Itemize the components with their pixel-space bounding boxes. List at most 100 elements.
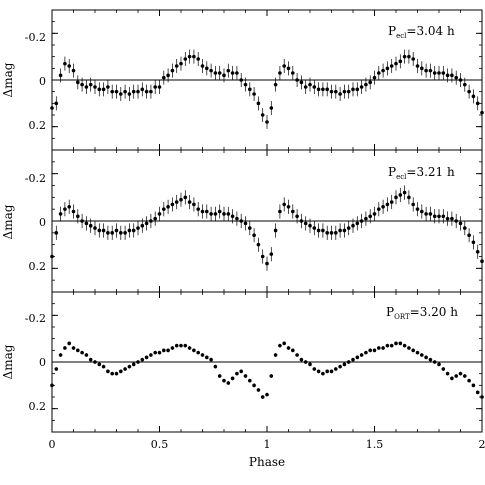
data-point <box>153 216 157 221</box>
data-point <box>428 68 433 73</box>
data-point <box>140 87 145 92</box>
data-point <box>205 66 209 71</box>
data-point <box>54 231 59 235</box>
data-point <box>213 364 218 369</box>
data-point <box>67 64 71 68</box>
data-point <box>359 219 364 223</box>
data-point <box>174 64 179 68</box>
data-point <box>222 73 226 78</box>
panel-top <box>50 9 484 151</box>
period-label-bottom: PORT=3.20 h <box>386 305 458 321</box>
data-point <box>325 231 330 235</box>
data-point <box>463 226 467 230</box>
data-point <box>127 92 132 96</box>
data-point <box>97 362 102 367</box>
data-point <box>338 228 342 233</box>
data-point <box>97 87 102 92</box>
data-point <box>450 73 454 78</box>
data-point <box>291 209 295 214</box>
x-tick-label: 1.5 <box>366 438 384 451</box>
data-point <box>248 87 252 92</box>
data-point <box>217 374 222 378</box>
data-point <box>149 353 153 357</box>
data-point <box>420 353 424 357</box>
data-point <box>407 346 411 350</box>
data-point <box>372 212 377 216</box>
data-point <box>437 71 441 75</box>
data-point <box>385 66 390 71</box>
data-point <box>127 364 132 369</box>
data-point <box>299 80 304 85</box>
data-point <box>252 92 256 96</box>
data-point <box>424 212 428 216</box>
data-point <box>273 82 278 87</box>
data-point <box>226 381 231 385</box>
data-point <box>467 378 471 383</box>
data-point <box>445 216 450 221</box>
data-point <box>106 85 110 89</box>
data-point <box>351 357 355 362</box>
data-point <box>170 346 175 350</box>
data-point <box>450 216 454 221</box>
x-tick-label: 0 <box>49 438 56 451</box>
data-point <box>303 85 308 89</box>
period-symbol: P <box>388 24 396 38</box>
y-tick-label: 0.2 <box>29 260 47 273</box>
y-tick-label: 0 <box>39 216 46 229</box>
data-point <box>282 202 287 207</box>
data-point <box>230 71 235 75</box>
data-point <box>84 221 89 226</box>
y-axis-label-bottom: Δmag <box>1 344 15 379</box>
data-point <box>381 346 385 350</box>
data-point <box>192 54 196 59</box>
data-point <box>437 362 441 367</box>
period-label-top: Pecl=3.04 h <box>388 24 455 40</box>
data-point <box>58 212 63 216</box>
data-point <box>291 348 295 353</box>
data-point <box>377 346 381 350</box>
data-point <box>252 383 256 388</box>
data-point <box>316 228 321 233</box>
data-point <box>355 87 360 92</box>
y-tick-label: 0 <box>39 356 46 369</box>
data-point <box>458 221 463 226</box>
data-point <box>278 343 282 348</box>
period-label-middle: Pecl=3.21 h <box>388 165 455 181</box>
data-point <box>273 228 278 233</box>
data-point <box>295 78 299 82</box>
data-point <box>110 89 114 94</box>
data-point <box>162 348 166 353</box>
data-point <box>458 78 463 82</box>
data-point <box>329 89 334 94</box>
data-point <box>278 71 282 75</box>
data-point <box>415 64 420 68</box>
data-point <box>58 73 63 78</box>
data-point <box>256 101 261 106</box>
period-value: =3.20 h <box>410 305 459 319</box>
data-point <box>424 68 428 73</box>
y-tick-label: -0.2 <box>25 172 46 185</box>
data-point <box>50 106 54 110</box>
y-tick-label: 0.2 <box>29 119 47 132</box>
data-point <box>239 219 243 223</box>
x-axis-label: Phase <box>249 455 285 469</box>
data-point <box>71 68 76 73</box>
data-point <box>338 92 342 96</box>
data-point <box>196 57 200 61</box>
data-point <box>454 75 459 80</box>
data-point <box>174 343 179 348</box>
data-point <box>398 193 403 197</box>
data-point <box>213 71 218 75</box>
data-point <box>170 202 175 207</box>
data-point <box>389 343 394 348</box>
data-point <box>282 341 287 346</box>
data-point <box>411 202 416 207</box>
data-point <box>415 350 420 355</box>
data-point <box>183 57 188 61</box>
x-tick-label: 1 <box>264 438 271 451</box>
data-point <box>432 71 437 75</box>
data-point <box>80 219 84 223</box>
data-point <box>415 207 420 211</box>
data-point <box>381 68 385 73</box>
x-tick-label: 0.5 <box>151 438 169 451</box>
